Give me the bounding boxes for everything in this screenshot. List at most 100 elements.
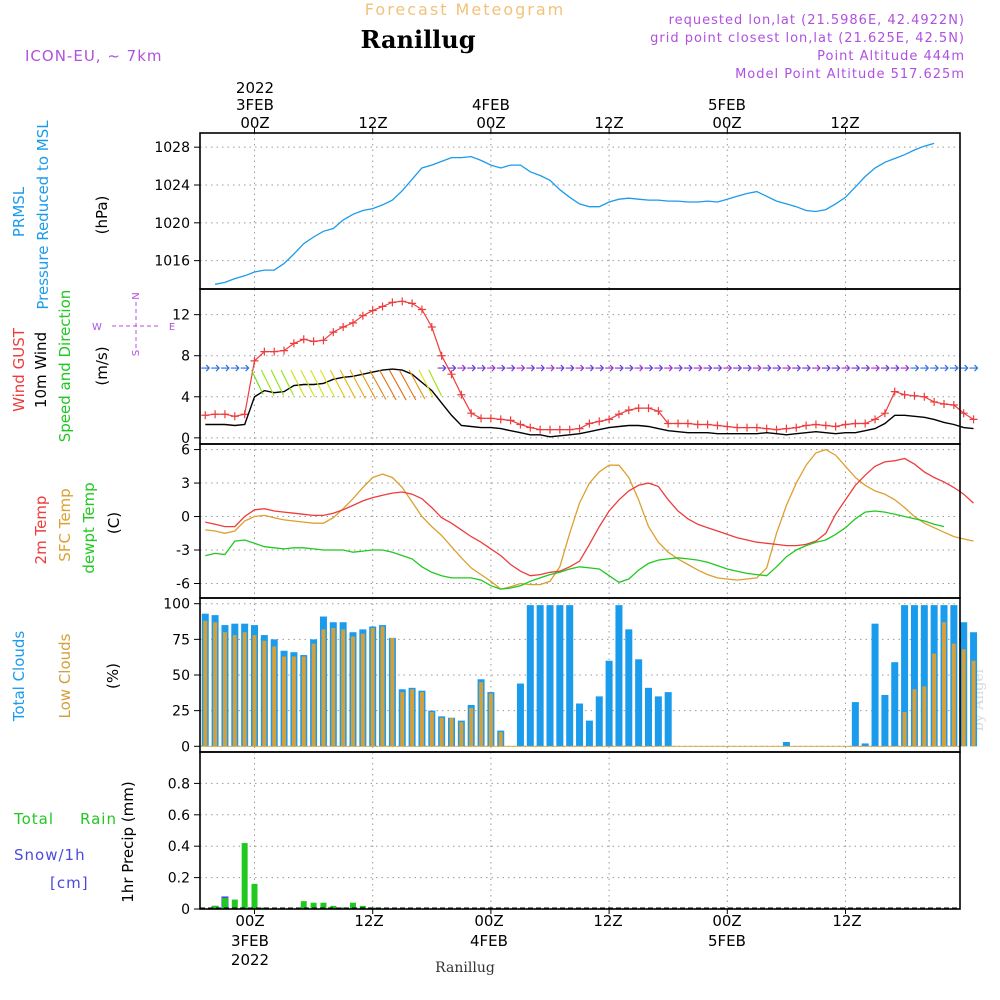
wind-direction-arrow	[230, 364, 240, 372]
low-cloud-bar	[301, 656, 306, 747]
gust-marker	[811, 420, 820, 429]
gust-marker	[555, 425, 564, 434]
bottom-year-label: 2022	[231, 951, 269, 969]
total-cloud-bar	[891, 662, 899, 747]
wind-direction-arrow	[674, 364, 683, 372]
total-cloud-bar	[615, 605, 623, 747]
gust-marker	[871, 415, 880, 424]
wind-direction-arrow	[516, 364, 526, 372]
wind-direction-arrow	[890, 364, 900, 372]
total-cloud-bar	[546, 605, 554, 747]
wind-direction-arrow	[319, 369, 336, 398]
low-cloud-bar	[410, 689, 415, 747]
wind-direction-arrow	[585, 364, 595, 372]
wind-direction-arrow	[310, 369, 325, 398]
gust-marker	[713, 421, 722, 430]
rain-bar	[359, 905, 366, 909]
temp-label-dew: dewpt Temp	[80, 482, 98, 573]
bottom-12z-1: 12Z	[354, 912, 383, 930]
low-cloud-bar	[488, 693, 493, 747]
wind-direction-arrow	[379, 369, 397, 401]
gust-marker	[486, 414, 495, 423]
y-tick-label: 1020	[154, 216, 190, 232]
total-cloud-bar	[595, 696, 603, 747]
y-tick-label: 1024	[154, 178, 190, 194]
wind-direction-arrow	[930, 364, 939, 372]
top-day2-label: 4FEB	[472, 96, 510, 114]
y-tick-label: -6	[176, 576, 190, 592]
low-cloud-bar	[961, 649, 966, 747]
gust-marker	[358, 311, 367, 320]
low-cloud-bar	[222, 632, 227, 747]
gust-marker	[467, 409, 476, 418]
low-cloud-bar	[232, 635, 237, 747]
gust-marker	[506, 416, 515, 425]
gust-marker	[526, 423, 535, 432]
wind-direction-arrow	[369, 369, 387, 400]
top-00z-1: 00Z	[240, 114, 269, 132]
low-cloud-bar	[951, 643, 956, 747]
wind-direction-arrow	[703, 364, 713, 372]
gust-marker	[792, 423, 801, 432]
wind-labels: Wind GUST 10m Wind Speed and Direction (…	[10, 290, 175, 443]
low-cloud-bar	[498, 732, 503, 747]
wind-direction-arrow	[349, 369, 366, 399]
gust-marker	[595, 417, 604, 426]
gust-marker	[930, 397, 939, 406]
location-title: Ranillug	[360, 25, 475, 54]
low-cloud-bar	[469, 707, 474, 747]
gust-marker	[634, 404, 643, 413]
total-cloud-bar	[861, 743, 869, 747]
low-cloud-bar	[971, 660, 976, 747]
wind-direction-arrow	[880, 364, 890, 372]
gust-marker	[427, 322, 436, 331]
wind-direction-arrow	[496, 364, 506, 372]
gust-marker	[565, 425, 574, 434]
temp-2m-line	[205, 457, 974, 577]
gust-marker	[910, 391, 919, 400]
wind-direction-arrow	[565, 364, 575, 372]
y-tick-label: 12	[172, 308, 190, 324]
temp-label-2m: 2m Temp	[32, 496, 50, 565]
low-cloud-bar	[902, 712, 907, 747]
gust-marker	[969, 415, 978, 424]
total-cloud-bar	[516, 683, 524, 747]
y-tick-label: 25	[172, 704, 190, 720]
temp-label-sfc: SFC Temp	[56, 488, 74, 561]
total-cloud-bar	[526, 605, 534, 747]
low-cloud-bar	[272, 646, 277, 747]
pressure-line	[214, 142, 935, 285]
low-cloud-bar	[311, 643, 316, 747]
low-cloud-bar	[360, 633, 365, 747]
gust-marker	[605, 415, 614, 424]
total-cloud-bar	[901, 605, 909, 747]
wind-direction-arrow	[920, 364, 930, 372]
y-tick-label: 8	[181, 349, 190, 365]
gust-marker	[920, 392, 929, 401]
gust-marker	[940, 399, 948, 408]
requested-coords: requested lon,lat (21.5986E, 42.4922N)	[669, 13, 965, 28]
gust-marker	[644, 404, 653, 413]
y-tick-label: 3	[181, 476, 190, 492]
wind-10m-line	[205, 368, 974, 438]
wind-direction-arrow	[418, 369, 434, 398]
gust-marker	[516, 420, 525, 429]
gust-marker	[890, 387, 899, 396]
wind-direction-arrow	[201, 364, 211, 372]
gust-marker	[900, 390, 909, 399]
y-tick-label: 0	[181, 739, 190, 755]
temp-labels: 2m Temp SFC Temp dewpt Temp (C)	[32, 482, 123, 573]
bottom-12z-2: 12Z	[593, 912, 622, 930]
wind-direction-arrow	[260, 369, 275, 396]
precip-ylabel: 1hr Precip (mm)	[119, 781, 137, 902]
wind-direction-arrow	[811, 364, 821, 372]
wind-direction-arrow	[871, 364, 880, 372]
bottom-day3-label: 5FEB	[708, 932, 746, 950]
gust-marker	[230, 412, 239, 421]
rain-bar	[221, 898, 228, 909]
wind-direction-arrow	[949, 364, 959, 372]
low-cloud-bar	[419, 692, 424, 747]
gust-marker	[477, 414, 486, 423]
gust-marker	[762, 424, 771, 433]
low-cloud-bar	[400, 692, 405, 747]
